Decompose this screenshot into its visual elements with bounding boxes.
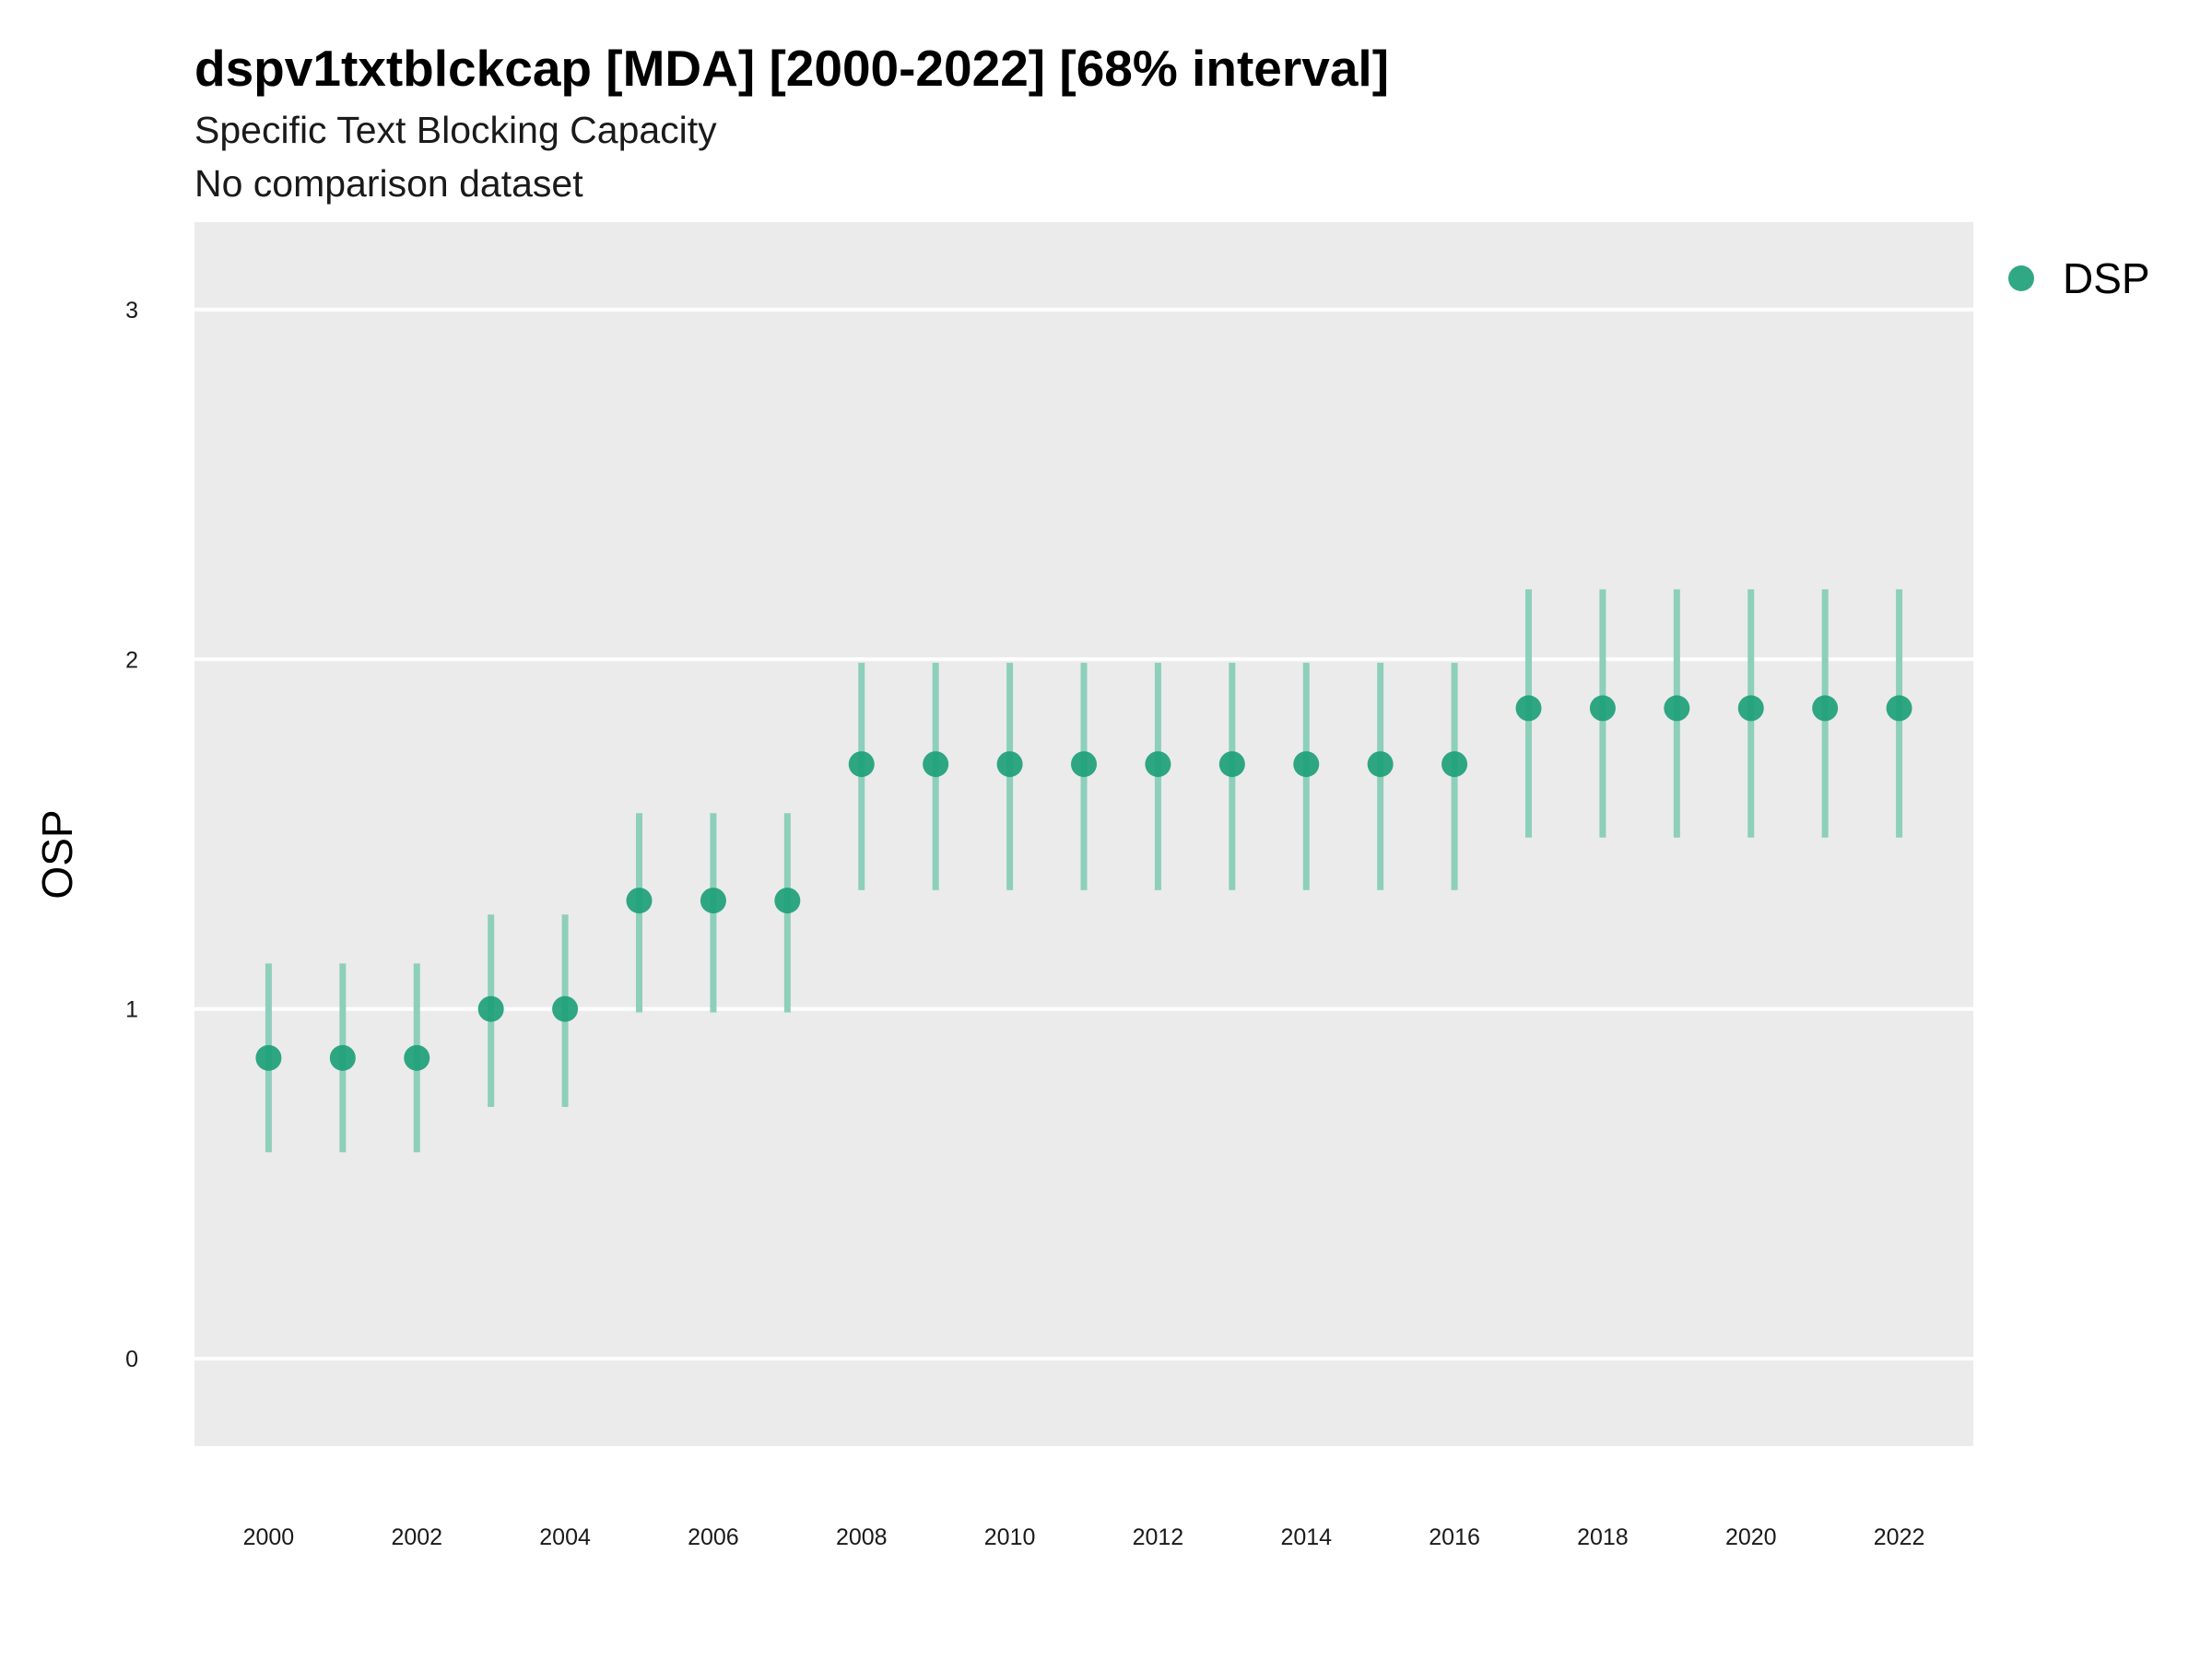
legend-marker	[2008, 265, 2034, 291]
x-tick-label: 2014	[1280, 1524, 1332, 1550]
data-point	[1218, 751, 1245, 778]
x-tick-label: 2020	[1725, 1524, 1777, 1550]
x-tick-label: 2016	[1429, 1524, 1480, 1550]
x-tick-label: 2018	[1577, 1524, 1629, 1550]
data-point	[1515, 695, 1542, 722]
data-point	[329, 1044, 356, 1071]
data-point	[1145, 751, 1171, 778]
y-tick-label: 3	[125, 298, 138, 324]
x-tick-label: 2002	[391, 1524, 442, 1550]
data-point	[848, 751, 875, 778]
data-point	[552, 995, 579, 1022]
y-axis-label: OSP	[33, 809, 81, 899]
data-point	[700, 888, 726, 914]
data-point	[1812, 695, 1839, 722]
data-point	[1367, 751, 1394, 778]
x-tick-label: 2012	[1133, 1524, 1184, 1550]
x-tick-label: 2008	[836, 1524, 888, 1550]
data-points	[255, 695, 1912, 1071]
data-point	[1589, 695, 1616, 722]
data-point	[1664, 695, 1690, 722]
chart-title: dspv1txtblckcap [MDA] [2000-2022] [68% i…	[194, 40, 1389, 97]
legend-label-dsp: DSP	[2063, 254, 2150, 302]
data-point	[1737, 695, 1764, 722]
y-axis-ticks: 0 1 2 3	[125, 298, 138, 1372]
data-point	[996, 751, 1023, 778]
x-tick-label: 2010	[984, 1524, 1036, 1550]
x-axis-ticks: 2000 2002 2004 2006 2008 2010 2012 2014 2016 2018…	[243, 1524, 1925, 1550]
data-point	[923, 751, 949, 778]
chart-subtitle-2: No comparison dataset	[194, 162, 583, 205]
data-point	[255, 1044, 282, 1071]
data-point	[1441, 751, 1468, 778]
y-tick-label: 1	[125, 997, 138, 1023]
data-point	[404, 1044, 430, 1071]
x-tick-label: 2022	[1874, 1524, 1925, 1550]
x-tick-label: 2006	[688, 1524, 739, 1550]
data-point	[477, 995, 504, 1022]
x-tick-label: 2004	[539, 1524, 591, 1550]
data-point	[774, 888, 801, 914]
x-tick-label: 2000	[243, 1524, 295, 1550]
chart-subtitle: Specific Text Blocking Capacity	[194, 109, 717, 151]
y-tick-label: 0	[125, 1347, 138, 1372]
legend: DSP	[2008, 254, 2150, 302]
data-point	[626, 888, 653, 914]
data-point	[1886, 695, 1912, 722]
data-point	[1071, 751, 1097, 778]
y-tick-label: 2	[125, 647, 138, 673]
data-point	[1293, 751, 1320, 778]
